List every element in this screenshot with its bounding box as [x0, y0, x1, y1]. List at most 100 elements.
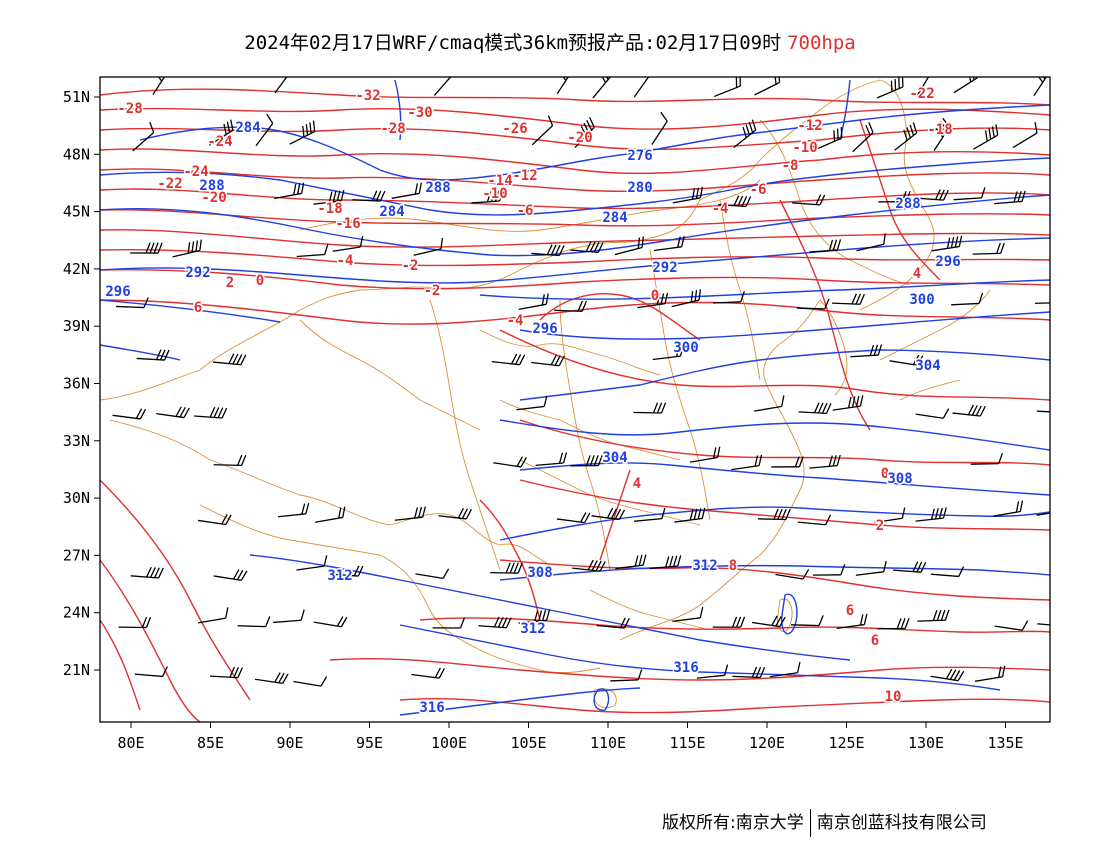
height-label: 284	[235, 120, 260, 136]
wind-barb	[930, 668, 965, 682]
height-label: 312	[327, 568, 352, 584]
province-line-1	[479, 329, 661, 376]
wind-barb	[714, 77, 741, 98]
wind-barb	[296, 243, 329, 258]
temperature-label: -18	[927, 122, 952, 138]
wind-barb	[792, 194, 826, 206]
height-label: 292	[652, 260, 677, 276]
wind-barb	[809, 239, 842, 253]
province-line-2	[499, 399, 681, 461]
wind-barb	[313, 189, 345, 205]
height-label: 296	[935, 254, 960, 270]
wind-barb	[754, 77, 781, 96]
temperature-label: 0	[881, 466, 889, 482]
temperature-label: 4	[913, 266, 921, 282]
wind-barb	[972, 242, 1005, 255]
tibet-boundary	[109, 419, 551, 566]
japan-outline	[879, 289, 991, 401]
lat-tick-label: 48N	[63, 145, 90, 163]
wind-barb	[212, 353, 247, 366]
wind-barb	[633, 77, 650, 98]
boundary-lines	[100, 79, 991, 709]
hainan-island	[593, 688, 617, 709]
wind-barb	[769, 661, 801, 678]
wind-barb	[596, 617, 630, 629]
temperature-label: -10	[792, 140, 817, 156]
wind-barb	[531, 115, 554, 146]
temperature-label: 6	[871, 633, 879, 649]
east-coast	[619, 299, 821, 641]
height-label: 316	[673, 660, 698, 676]
wind-barb	[832, 293, 865, 305]
province-line-4	[559, 299, 611, 571]
wind-barb	[696, 664, 729, 679]
wind-barb	[930, 566, 965, 578]
lon-tick-label: 135E	[987, 734, 1023, 752]
wind-barb	[674, 507, 706, 523]
lon-tick-label: 80E	[117, 734, 144, 752]
southwest-border	[199, 504, 601, 674]
lat-tick-label: 51N	[63, 88, 90, 106]
wind-barb	[254, 672, 289, 685]
wind-barb	[591, 507, 626, 521]
wind-barb	[1036, 512, 1050, 516]
temperature-label: 8	[729, 558, 737, 574]
korea-peninsula	[819, 299, 848, 396]
height-label: 300	[909, 292, 934, 308]
wind-barb	[992, 500, 1024, 517]
wind-barb	[554, 300, 587, 313]
temperature-label: -24	[207, 134, 232, 150]
wind-barb	[411, 667, 445, 679]
wind-barb	[915, 507, 947, 522]
wind-barb	[651, 111, 668, 145]
height-label: 312	[520, 621, 545, 637]
lon-tick-label: 130E	[908, 734, 944, 752]
wind-barb	[633, 402, 667, 414]
chart-title: 2024年02月17日WRF/cmaq模式36km预报产品:02月17日09时 7…	[0, 28, 1100, 55]
wind-barb	[1033, 77, 1048, 97]
temperature-label: 0	[256, 273, 264, 289]
wind-barb	[136, 349, 170, 361]
height-label: 288	[425, 180, 450, 196]
wind-barb	[933, 117, 950, 151]
wind-barb	[915, 189, 949, 201]
lon-tick-label: 105E	[510, 734, 546, 752]
wind-barb	[471, 190, 504, 204]
height-label: 308	[527, 565, 552, 581]
wind-barb	[556, 512, 591, 524]
wind-barb	[671, 289, 702, 308]
temperature-label: -26	[502, 121, 527, 137]
wind-barb	[652, 345, 684, 361]
lat-tick-label: 36N	[63, 375, 90, 393]
wind-barb	[293, 676, 328, 687]
wind-barb	[751, 615, 786, 628]
footer-separator	[809, 809, 811, 837]
wind-barb	[531, 354, 565, 367]
lat-tick-label: 24N	[63, 604, 90, 622]
wind-barb	[672, 186, 704, 204]
lat-tick-label: 21N	[63, 661, 90, 679]
wind-barb	[274, 77, 288, 94]
plot-frame	[99, 76, 1051, 723]
wind-barb	[438, 507, 472, 520]
wind-barb	[518, 293, 549, 311]
wind-barb	[313, 616, 348, 628]
wind-barb	[653, 235, 685, 252]
wind-barb	[953, 77, 979, 94]
footer-credit: 版权所有:南京大学 南京创蓝科技有限公司	[662, 808, 987, 837]
wind-barb	[815, 127, 843, 150]
lon-tick-label: 115E	[669, 734, 705, 752]
lat-tick-label: 33N	[63, 432, 90, 450]
wind-barb	[391, 182, 422, 199]
lat-tick-label: 30N	[63, 489, 90, 507]
wind-barb	[255, 113, 274, 147]
wind-barb	[614, 236, 644, 256]
temperature-label: -4	[507, 313, 524, 329]
wind-barb	[535, 452, 568, 467]
wind-barb	[172, 239, 202, 258]
lon-tick-label: 85E	[197, 734, 224, 752]
temperature-label: -30	[407, 105, 432, 121]
wind-barb	[931, 235, 963, 252]
temperature-label: -32	[355, 88, 380, 104]
height-label: 296	[532, 321, 557, 337]
